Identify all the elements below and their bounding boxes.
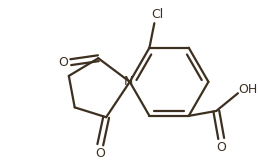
Text: Cl: Cl — [151, 8, 163, 21]
Text: O: O — [216, 141, 226, 154]
Text: OH: OH — [238, 83, 257, 96]
Text: N: N — [124, 75, 133, 88]
Text: O: O — [58, 56, 68, 69]
Text: O: O — [95, 147, 105, 160]
